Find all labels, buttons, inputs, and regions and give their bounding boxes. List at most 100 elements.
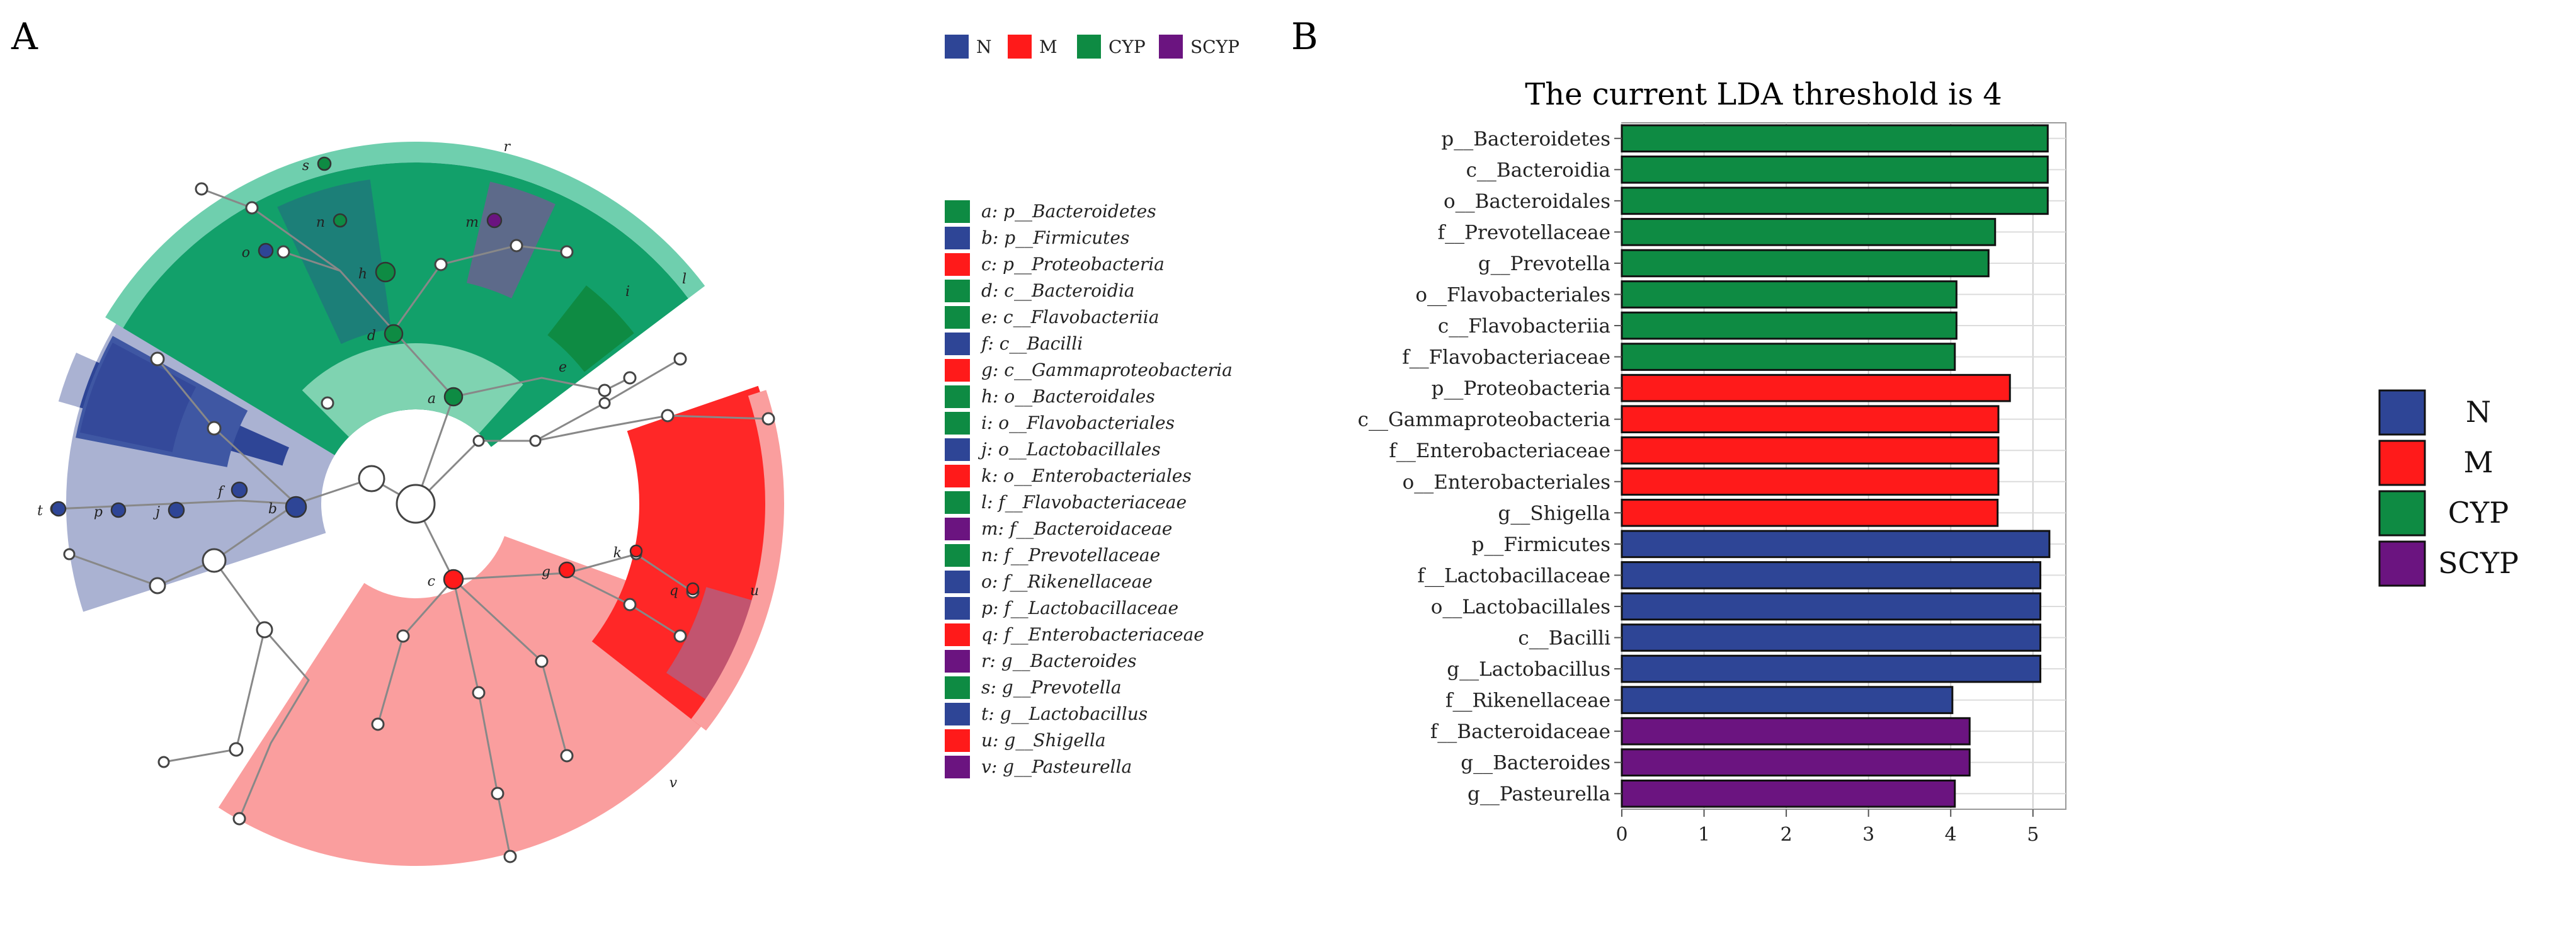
y-tick-label: c__Gammaproteobacteria <box>1358 409 1610 431</box>
biomarker-node-c <box>443 569 464 590</box>
chart-bars <box>1621 124 2051 808</box>
tree-node <box>232 812 246 826</box>
bar-p__Firmicutes <box>1621 530 2051 559</box>
y-tick-label: f__Bacteroidaceae <box>1430 720 1610 743</box>
biomarker-node-f <box>231 481 248 499</box>
node-label-r: r <box>503 139 511 155</box>
y-tick-label: f__Rikenellaceae <box>1445 690 1610 712</box>
legend-label-SCYP: SCYP <box>2438 546 2519 580</box>
tree-node <box>396 629 410 643</box>
taxa-legend-swatch-m <box>945 518 970 540</box>
biomarker-node-h <box>375 261 396 283</box>
sector-bacteroidaceae <box>466 181 556 299</box>
taxa-legend-label-i: i: o__Flavobacteriales <box>981 412 1175 433</box>
taxa-legend-swatch-h <box>945 385 970 408</box>
x-tick-label: 2 <box>1781 824 1792 846</box>
taxa-legend-swatch-q <box>945 623 970 646</box>
taxa-legend-label-s: s: g__Prevotella <box>981 677 1122 698</box>
biomarker-node-t <box>50 501 67 517</box>
chart-x-ticks: 0 1 2 3 4 5 <box>1616 809 2039 846</box>
cladogram-nodes <box>50 156 775 863</box>
y-tick-label: g__Prevotella <box>1478 253 1610 275</box>
tree-node <box>157 756 170 768</box>
chart-legend: NM CYP SCYP <box>2378 389 2519 587</box>
bar-f__Lactobacillaceae <box>1621 561 2042 589</box>
bar-f__Bacteroidaceae <box>1621 717 1971 746</box>
top-legend: N M CYP SCYP <box>945 35 1240 59</box>
taxa-legend-label-h: h: o__Bacteroidales <box>981 386 1155 407</box>
taxa-legend-swatch-s <box>945 676 970 699</box>
tree-node <box>661 409 675 423</box>
taxa-legend-label-k: k: o__Enterobacteriales <box>981 465 1192 486</box>
y-tick-label: c__Bacteroidia <box>1466 159 1610 181</box>
top-legend-label-N: N <box>976 37 992 57</box>
bar-g__Prevotella <box>1621 249 1990 278</box>
chart-title: The current LDA threshold is 4 <box>1525 77 2002 112</box>
edge-firmicutes-lower-2 <box>163 560 266 763</box>
edge-firmicutes-lower <box>69 503 297 587</box>
top-legend-swatch-SCYP <box>1159 35 1183 59</box>
x-tick-label: 0 <box>1616 824 1627 846</box>
y-tick-label: f__Lactobacillaceae <box>1418 564 1610 587</box>
lda-chart: B The current LDA threshold is 4 p__Bact… <box>1291 15 2519 846</box>
taxa-legend: a: p__Bacteroidetes b: p__Firmicutes c: p_… <box>945 200 1233 778</box>
y-tick-label: c__Flavobacteriia <box>1438 315 1610 338</box>
top-legend-label-M: M <box>1039 37 1057 57</box>
taxa-legend-label-e: e: c__Flavobacteriia <box>981 307 1159 327</box>
taxa-legend-swatch-u <box>945 729 970 752</box>
taxa-legend-label-q: q: f__Enterobacteriaceae <box>981 624 1204 645</box>
sector-rikenellaceae <box>277 179 392 344</box>
taxa-legend-swatch-g <box>945 359 970 382</box>
node-label-q: q <box>670 583 678 599</box>
taxa-legend-swatch-b <box>945 227 970 249</box>
taxa-legend-swatch-o <box>945 571 970 593</box>
tree-node <box>560 749 574 763</box>
node-label-o: o <box>242 245 250 261</box>
taxa-legend-swatch-p <box>945 597 970 620</box>
legend-label-M: M <box>2463 445 2493 479</box>
node-label-i: i <box>625 284 630 300</box>
taxa-legend-swatch-d <box>945 280 970 302</box>
biomarker-node-j <box>168 501 185 519</box>
top-legend-swatch-M <box>1008 35 1032 59</box>
node-label-n: n <box>316 215 325 230</box>
bar-c__Bacilli <box>1621 623 2042 652</box>
biomarker-node-q <box>686 582 700 596</box>
tree-node <box>510 239 523 253</box>
y-tick-label: g__Lactobacillus <box>1447 658 1610 681</box>
taxa-legend-swatch-t <box>945 703 970 725</box>
edge-firmicutes-lower-3 <box>238 629 310 819</box>
node-label-b: b <box>268 501 277 517</box>
taxa-legend-label-r: r: g__Bacteroides <box>981 651 1136 671</box>
cladogram-sectors <box>58 142 784 867</box>
tree-node <box>149 577 166 594</box>
tree-node <box>276 245 290 259</box>
y-tick-label: o__Flavobacteriales <box>1415 284 1610 307</box>
y-tick-label: p__Firmicutes <box>1472 533 1610 556</box>
y-tick-label: c__Bacilli <box>1518 627 1610 650</box>
biomarker-node-b <box>285 496 307 518</box>
tree-node <box>256 621 273 639</box>
chart-y-labels: p__Bacteroidetes c__Bacteroidia o__Bactero… <box>1358 128 1622 805</box>
panel-b-label: B <box>1291 15 1318 58</box>
bar-o__Flavobacteriales <box>1621 280 1958 309</box>
taxa-legend-swatch-f <box>945 333 970 355</box>
taxa-legend-label-d: d: c__Bacteroidia <box>981 280 1134 301</box>
sector-proteobacteria-rim <box>691 390 784 731</box>
tree-node <box>202 548 227 573</box>
edge-bacteroidetes-2 <box>392 244 567 331</box>
taxa-legend-label-t: t: g__Lactobacillus <box>981 703 1148 724</box>
taxa-legend-label-u: u: g__Shigella <box>981 730 1106 751</box>
node-label-h: h <box>358 266 367 282</box>
taxa-legend-label-v: v: g__Pasteurella <box>981 756 1132 777</box>
sector-bacteroidetes-inner <box>302 343 523 437</box>
biomarker-node-n <box>333 213 348 228</box>
tree-node <box>321 396 334 410</box>
taxa-legend-label-p: p: f__Lactobacillaceae <box>981 598 1178 618</box>
top-legend-label-CYP: CYP <box>1108 37 1146 57</box>
tree-node <box>434 258 448 271</box>
tree-node <box>529 435 542 447</box>
y-tick-label: f__Flavobacteriaceae <box>1402 346 1610 369</box>
